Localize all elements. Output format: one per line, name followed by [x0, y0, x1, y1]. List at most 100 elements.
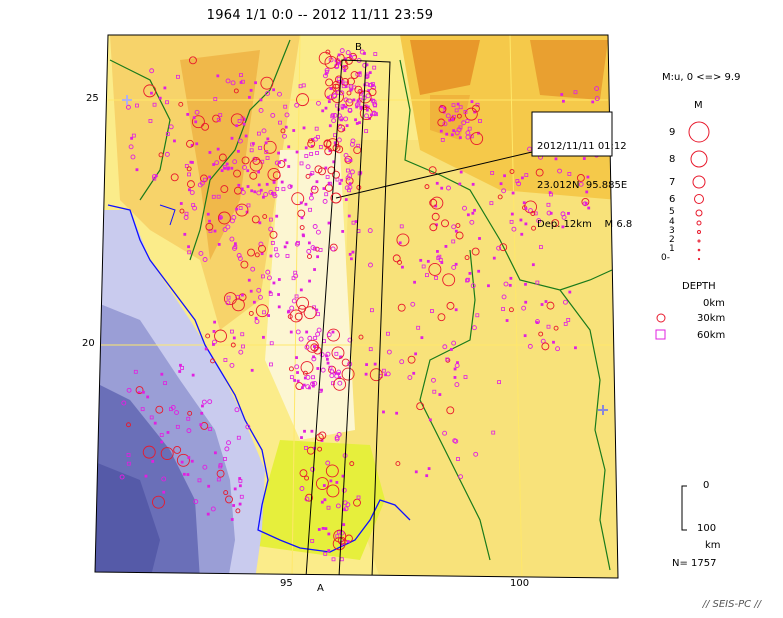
earthquake-event [515, 179, 520, 183]
earthquake-event [238, 478, 243, 483]
earthquake-event [264, 150, 269, 154]
earthquake-event [249, 289, 253, 293]
earthquake-event [178, 370, 182, 373]
earthquake-event [329, 87, 333, 91]
earthquake-event [292, 129, 296, 132]
earthquake-event [170, 173, 179, 182]
earthquake-event [344, 85, 348, 88]
lon-line-95 [291, 35, 301, 578]
border-far-east [559, 289, 611, 571]
earthquake-event [179, 208, 185, 214]
earthquake-event [307, 335, 313, 341]
earthquake-event [373, 362, 377, 366]
earthquake-event [503, 174, 506, 178]
earthquake-event [128, 144, 134, 150]
earthquake-event [331, 118, 337, 124]
magnitude-level-7: 2 [669, 235, 675, 245]
coastline [107, 204, 411, 553]
earthquake-event [158, 96, 162, 100]
earthquake-event [305, 173, 311, 179]
earthquake-event [293, 379, 297, 382]
earthquake-event [322, 484, 326, 487]
earthquake-event [358, 334, 364, 340]
earthquake-event [412, 371, 416, 375]
earthquake-event [520, 232, 524, 236]
earthquake-event [314, 126, 319, 131]
earthquake-event [351, 250, 355, 254]
earthquake-event [151, 459, 155, 463]
earthquake-event [296, 93, 309, 107]
earthquake-event [283, 104, 288, 109]
earthquake-event [126, 422, 131, 428]
earthquake-event [155, 405, 164, 414]
earthquake-event [214, 329, 227, 343]
earthquake-event [320, 367, 326, 373]
earthquake-event [142, 445, 156, 459]
earthquake-event [465, 134, 471, 140]
earthquake-event [541, 342, 550, 351]
earthquake-event [173, 445, 182, 454]
earthquake-event [186, 473, 190, 476]
earthquake-event [217, 243, 221, 246]
earthquake-event [473, 208, 476, 212]
sea-trench [95, 460, 160, 578]
earthquake-event [267, 275, 272, 281]
earthquake-event [567, 172, 572, 176]
earthquake-event [567, 212, 570, 215]
earthquake-event [205, 222, 214, 231]
earthquake-event [470, 283, 476, 289]
land-peak-1 [410, 40, 480, 95]
border-east [419, 249, 491, 561]
earthquake-event [163, 381, 167, 386]
earthquake-event [265, 156, 270, 160]
earthquake-event [258, 244, 266, 253]
earthquake-event [230, 518, 234, 521]
earthquake-event [319, 352, 325, 358]
earthquake-event [552, 340, 555, 344]
earthquake-event [229, 218, 235, 224]
earthquake-event [470, 100, 474, 104]
earthquake-event [312, 246, 317, 251]
earthquake-event [251, 215, 260, 224]
earthquake-event [233, 169, 242, 178]
earthquake-event [198, 250, 204, 256]
earthquake-event [527, 343, 533, 349]
depth-60-symbol [655, 329, 666, 340]
earthquake-event [524, 222, 528, 226]
depth-scale-unit: km [705, 540, 721, 551]
earthquake-event [413, 280, 416, 284]
earthquake-event [322, 198, 328, 204]
earthquake-event [168, 124, 174, 130]
earthquake-event [245, 424, 251, 430]
earthquake-event [325, 78, 334, 87]
earthquake-event [349, 141, 355, 147]
earthquake-event [304, 154, 309, 158]
earthquake-event [148, 119, 153, 123]
earthquake-event [248, 95, 251, 99]
earthquake-event [253, 190, 257, 194]
earthquake-event [218, 216, 222, 219]
earthquake-event [470, 132, 484, 145]
earthquake-event [269, 217, 273, 222]
earthquake-event [302, 126, 306, 130]
earthquake-event [358, 90, 372, 104]
earthquake-event [311, 375, 315, 380]
earthquake-event [438, 105, 447, 113]
earthquake-event [370, 308, 374, 313]
earthquake-event [327, 166, 336, 175]
earthquake-event [214, 451, 217, 455]
earthquake-event [316, 100, 321, 106]
earthquake-event [254, 252, 260, 258]
earthquake-event [511, 191, 515, 195]
earthquake-event [295, 329, 301, 335]
earthquake-event [233, 186, 242, 195]
earthquake-event [229, 362, 235, 368]
earthquake-event [326, 484, 340, 498]
earthquake-event [223, 358, 228, 362]
earthquake-event [425, 474, 429, 478]
earthquake-event [208, 151, 212, 154]
earthquake-event [191, 115, 205, 129]
earthquake-event [561, 214, 567, 220]
earthquake-event [327, 221, 331, 225]
